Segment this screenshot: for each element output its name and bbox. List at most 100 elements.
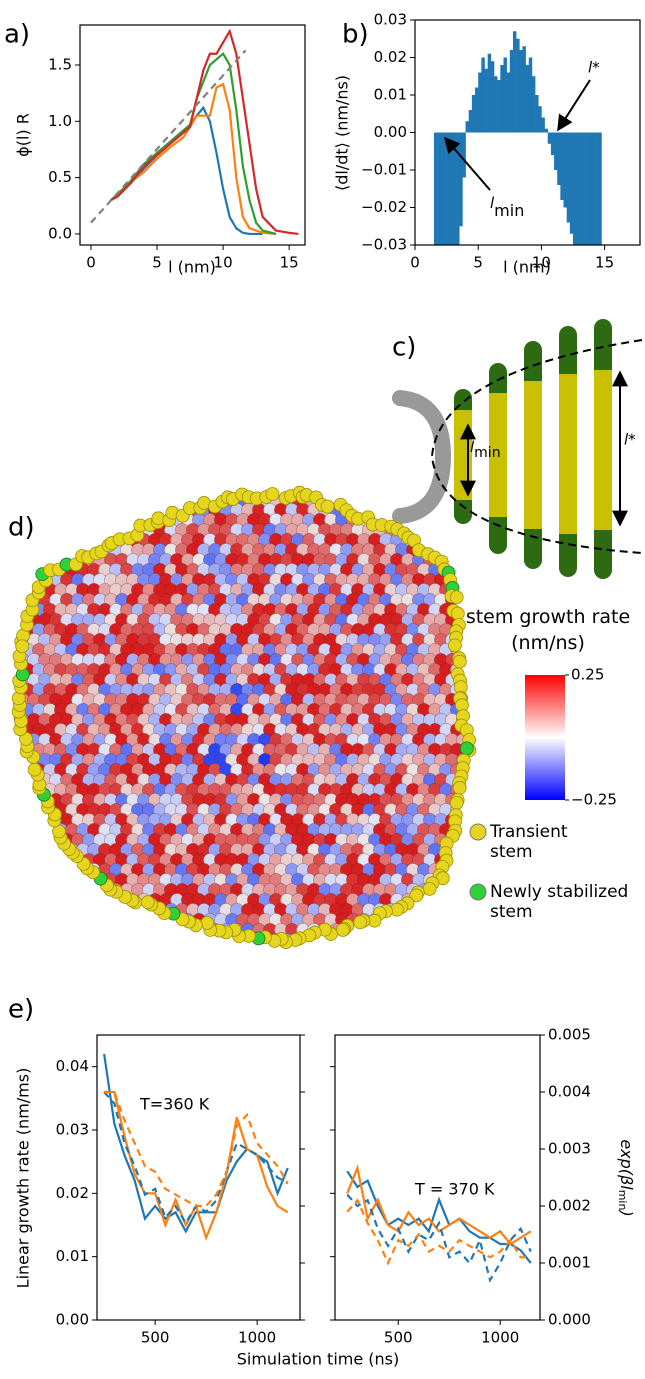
stem-sphere <box>32 903 45 916</box>
stem-sphere <box>428 903 441 916</box>
panel-label: a) <box>4 20 30 50</box>
stem-sphere <box>65 483 78 496</box>
stem-sphere <box>43 863 56 876</box>
stem-sphere <box>450 523 463 536</box>
label-part: exp(βl <box>618 1139 637 1190</box>
stem-sphere <box>5 813 18 826</box>
stem-sphere <box>49 913 62 926</box>
bar <box>481 58 484 133</box>
stem-sphere <box>126 933 139 946</box>
transient-stem <box>453 781 466 794</box>
stem-sphere <box>60 893 73 906</box>
stem-sphere <box>159 933 172 946</box>
stem-sphere <box>10 543 23 556</box>
stem-sphere <box>54 543 67 556</box>
stem-sphere <box>38 853 51 866</box>
stem-sphere <box>16 853 29 866</box>
line <box>111 54 276 234</box>
stem-sphere <box>10 563 23 576</box>
transient-stem <box>450 796 463 809</box>
bar <box>564 133 567 208</box>
stem-sphere <box>49 533 62 546</box>
stem-sphere <box>467 673 480 686</box>
stem-sphere <box>423 913 436 926</box>
stem-sphere <box>467 913 480 926</box>
x-tick-label: 1000 <box>481 1329 519 1347</box>
bar <box>434 133 437 246</box>
y-tick-label: 0.5 <box>48 168 72 186</box>
stem-sphere <box>412 913 425 926</box>
stem-sphere <box>467 793 480 806</box>
x-axis-label: l (nm) <box>503 258 551 277</box>
stem-sphere <box>109 503 122 516</box>
transient-stem <box>266 488 279 501</box>
stem-sphere <box>434 893 447 906</box>
stem-sphere <box>401 493 414 506</box>
y2-tick-label: 0.002 <box>548 1197 591 1215</box>
bar <box>535 95 538 133</box>
gray-stem <box>400 398 443 516</box>
annotation: lmin <box>490 194 524 220</box>
stem-sphere <box>87 483 100 496</box>
stem-sphere <box>362 483 375 496</box>
stem-sphere <box>16 773 29 786</box>
stem-sphere <box>10 823 23 836</box>
y-tick-label: 0.00 <box>56 1311 89 1329</box>
stem-sphere <box>54 523 67 536</box>
stem-sphere <box>461 843 474 856</box>
stem-sphere <box>49 893 62 906</box>
stem-sphere <box>428 923 441 936</box>
stem-sphere <box>142 923 155 936</box>
stem-sphere <box>65 503 78 516</box>
stem-sphere <box>43 903 56 916</box>
stem-sphere <box>126 493 139 506</box>
annotation: l* <box>588 59 600 77</box>
stem-sphere <box>164 483 177 496</box>
stem-sphere <box>32 843 45 856</box>
stem-sphere <box>38 893 51 906</box>
stem-sphere <box>54 883 67 896</box>
stem-sphere <box>5 733 18 746</box>
stem-sphere <box>5 873 18 886</box>
x-tick-label: 15 <box>280 254 299 272</box>
bar <box>456 133 459 246</box>
y2-tick-label: 0.000 <box>548 1311 591 1329</box>
stem-sphere <box>10 843 23 856</box>
y-axis-label: Linear growth rate (nm/ms) <box>14 1068 33 1289</box>
bar <box>586 133 589 246</box>
bar <box>522 46 525 132</box>
stem-sphere <box>10 883 23 896</box>
bar <box>513 31 516 132</box>
diagram-label: l* <box>624 431 636 449</box>
y-tick-label: 0.02 <box>374 48 407 66</box>
stem-sphere <box>137 933 150 946</box>
stem-sphere <box>467 933 480 946</box>
stem-sphere <box>71 513 84 526</box>
stem-sphere <box>71 913 84 926</box>
stem-sphere <box>16 813 29 826</box>
stem-sphere <box>120 483 133 496</box>
colorbar-title: stem growth rate (nm/ns) <box>463 604 633 656</box>
stem-sphere <box>450 883 463 896</box>
stem-sphere <box>32 543 45 556</box>
stem-sphere <box>65 863 78 876</box>
bar <box>573 133 576 246</box>
stem-sphere <box>423 933 436 946</box>
y2-tick-label: 0.003 <box>548 1140 591 1158</box>
stem-sphere <box>21 923 34 936</box>
bar <box>466 121 469 132</box>
stem-sphere <box>456 533 469 546</box>
stem-sphere <box>434 513 447 526</box>
stem-sphere <box>434 933 447 946</box>
stem-sphere <box>456 933 469 946</box>
stem-sphere <box>461 543 474 556</box>
stem-sphere <box>21 543 34 556</box>
bar <box>459 133 462 227</box>
stem-sphere <box>351 483 364 496</box>
y-tick-label: −0.01 <box>361 161 407 179</box>
stem-sphere <box>93 893 106 906</box>
stem-sphere <box>60 933 73 946</box>
stem-sphere <box>82 913 95 926</box>
stem-sphere <box>21 863 34 876</box>
stem-sphere <box>456 893 469 906</box>
